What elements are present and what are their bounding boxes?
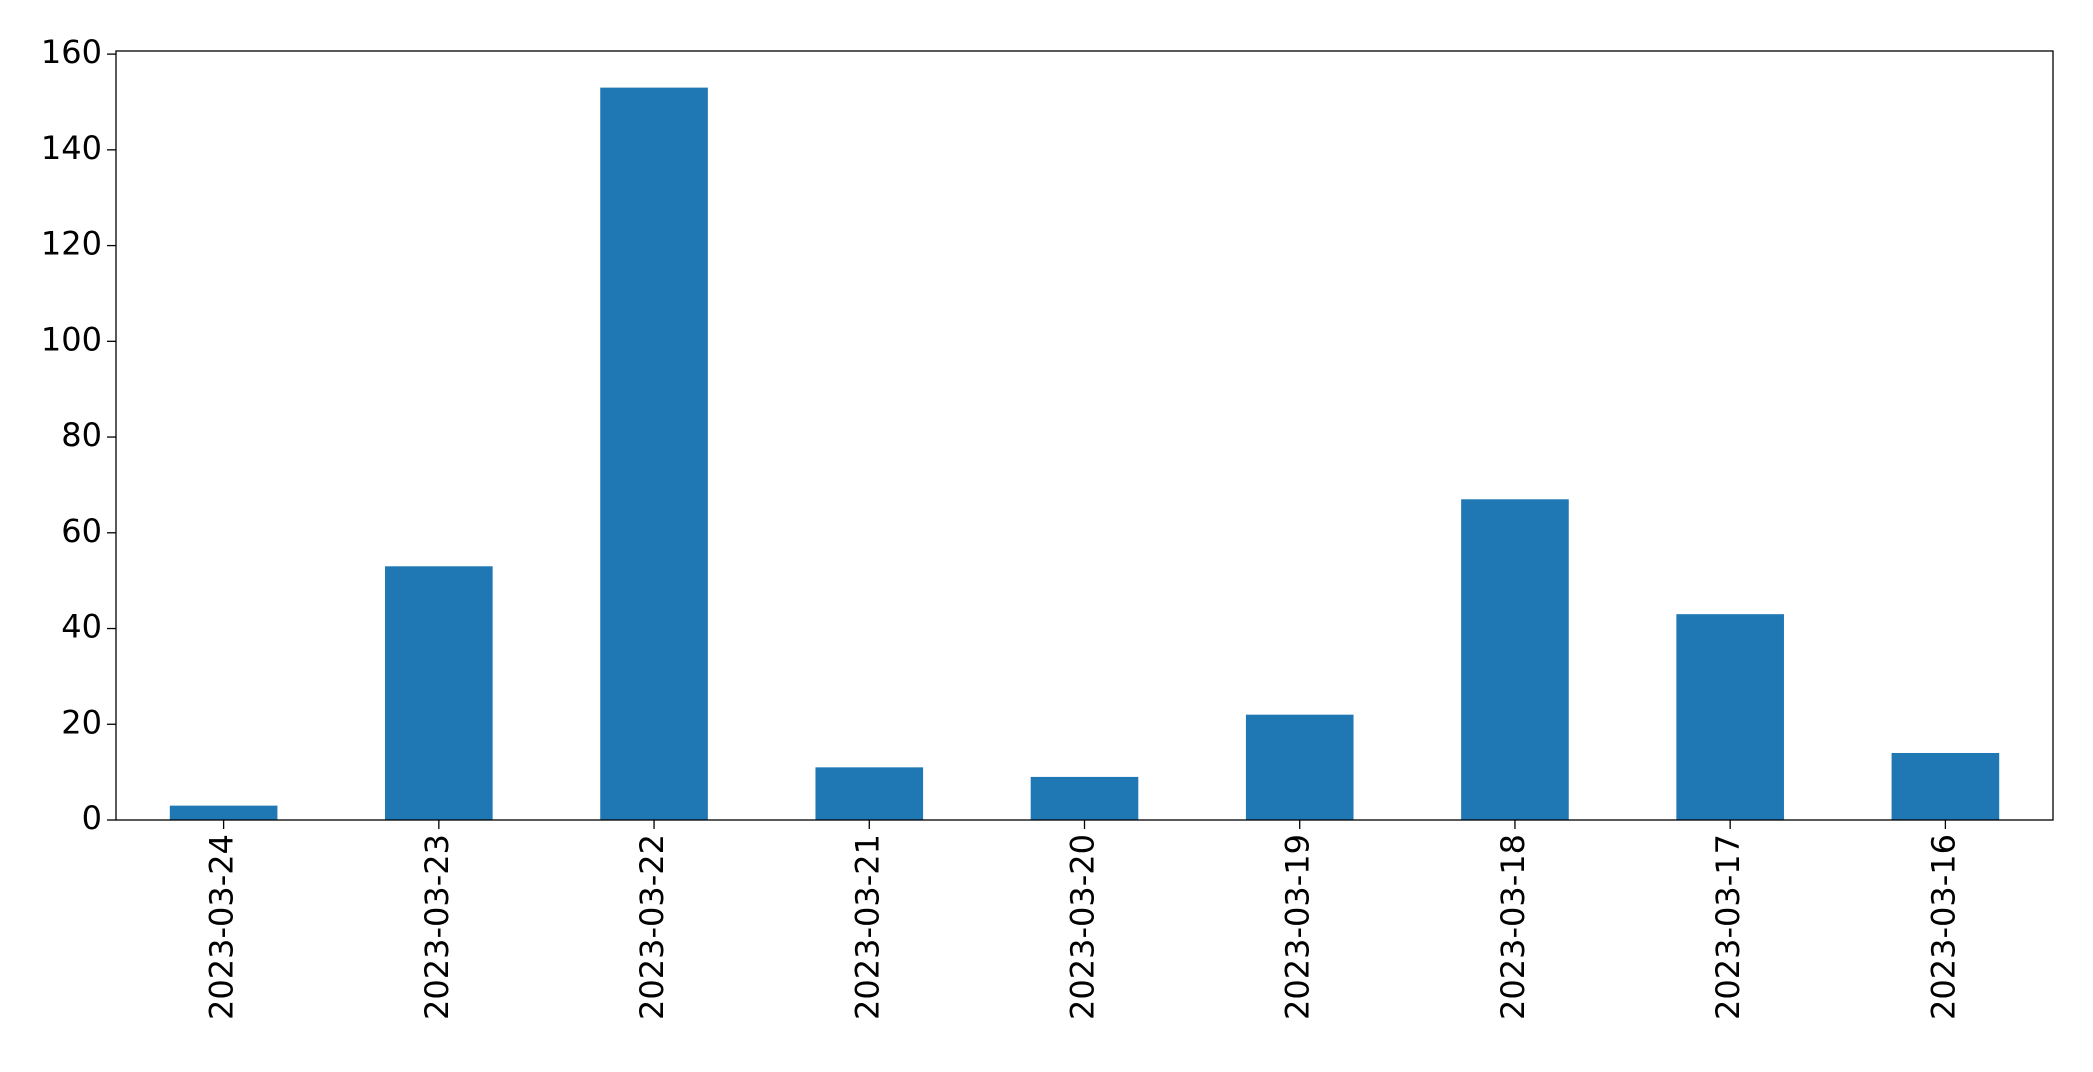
y-tick-label: 100 — [41, 320, 102, 358]
y-tick-label: 20 — [61, 703, 102, 741]
y-tick-label: 40 — [61, 608, 102, 646]
y-tick-label: 120 — [41, 225, 102, 263]
x-tick-label: 2023-03-16 — [1924, 834, 1962, 1020]
bar — [1030, 776, 1139, 820]
bar — [1245, 714, 1354, 820]
y-tick-label: 140 — [41, 129, 102, 167]
x-tick-label: 2023-03-23 — [418, 834, 456, 1020]
x-tick-label: 2023-03-20 — [1064, 834, 1102, 1020]
y-tick-label: 60 — [61, 512, 102, 550]
bar — [1461, 499, 1569, 820]
bar — [815, 767, 924, 820]
bar — [1891, 752, 2000, 820]
x-tick-label: 2023-03-19 — [1279, 834, 1317, 1020]
y-tick-label: 160 — [41, 33, 102, 71]
bar — [1676, 614, 1784, 820]
y-tick-label: 80 — [61, 416, 102, 454]
axes-frame — [115, 50, 2054, 821]
bar — [385, 566, 493, 820]
bar — [600, 87, 708, 821]
x-tick-label: 2023-03-17 — [1709, 834, 1747, 1020]
x-tick-label: 2023-03-18 — [1494, 834, 1532, 1020]
x-tick-label: 2023-03-22 — [633, 834, 671, 1020]
bar — [169, 805, 278, 820]
y-tick-label: 0 — [82, 799, 102, 837]
x-tick-label: 2023-03-24 — [203, 834, 241, 1020]
x-tick-label: 2023-03-21 — [848, 834, 886, 1020]
